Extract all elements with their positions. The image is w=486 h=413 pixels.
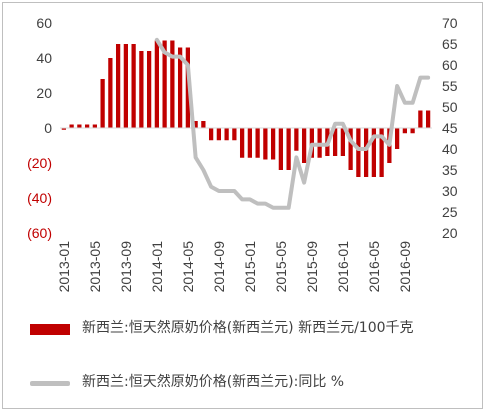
bar-2013-07 <box>108 58 113 128</box>
bar-2014-09 <box>216 128 221 141</box>
x-tick-label: 2013-09 <box>118 241 134 293</box>
bar-2016-05 <box>371 128 376 177</box>
bar-2014-11 <box>232 128 237 141</box>
bar-2015-05 <box>278 128 283 170</box>
left-tick-label: 20 <box>36 85 52 101</box>
legend-label-price: 新西兰:恒天然原奶价格(新西兰元) 新西兰元/100千克 <box>82 320 414 336</box>
right-tick-label: 40 <box>442 141 458 157</box>
yoy-line <box>154 37 431 210</box>
x-tick-label: 2014-09 <box>211 241 227 293</box>
bar-2015-07 <box>294 128 299 151</box>
bar-2015-04 <box>270 128 276 160</box>
bar-2015-03 <box>263 128 268 160</box>
bar-2013-02 <box>69 124 74 128</box>
bar-2016-03 <box>356 128 361 177</box>
x-tick-label: 2015-09 <box>304 241 320 293</box>
x-axis-ticks: 2013-01 2013-05 2013-09 2014-01 2014-05 2014-… <box>56 241 413 293</box>
left-tick-label: (40) <box>27 190 52 206</box>
left-tick-label: (20) <box>27 155 52 171</box>
right-tick-label: 45 <box>442 120 458 136</box>
x-tick-label: 2014-01 <box>149 241 165 293</box>
bar-2015-02 <box>255 128 260 158</box>
bar-2015-12 <box>332 128 338 156</box>
yoy-series-line <box>154 37 431 210</box>
bar-2014-12 <box>239 128 245 158</box>
left-axis-ticks: 60 40 20 0 (20) (40) (60) <box>27 15 52 241</box>
x-tick-label: 2013-01 <box>56 241 72 293</box>
right-tick-label: 55 <box>442 78 458 94</box>
price-bars <box>61 40 431 177</box>
bar-2016-04 <box>363 128 369 177</box>
bar-2016-08 <box>394 128 400 149</box>
bar-2013-08 <box>115 44 121 128</box>
bar-2013-06 <box>100 79 105 128</box>
bar-2013-03 <box>77 124 82 128</box>
bar-2015-01 <box>247 128 252 158</box>
legend-label-yoy: 新西兰:恒天然原奶价格(新西兰元):同比 % <box>82 374 345 390</box>
bar-2016-12 <box>425 110 431 128</box>
x-tick-label: 2016-09 <box>397 241 413 293</box>
right-tick-label: 65 <box>442 36 458 52</box>
bar-2013-05 <box>92 124 97 128</box>
bar-2016-01 <box>340 128 345 156</box>
legend-swatch-line <box>30 381 70 386</box>
right-tick-label: 60 <box>442 57 458 73</box>
bar-2014-02 <box>162 40 167 128</box>
right-tick-label: 35 <box>442 162 458 178</box>
bar-2014-04 <box>177 47 183 128</box>
x-tick-label: 2013-05 <box>87 241 103 293</box>
x-tick-label: 2016-01 <box>335 241 351 293</box>
bar-2013-11 <box>139 51 144 128</box>
bar-2016-09 <box>402 128 407 134</box>
bar-2013-09 <box>123 44 128 128</box>
bar-2013-04 <box>84 124 90 128</box>
bar-2015-06 <box>286 128 291 170</box>
bar-2013-12 <box>146 51 152 128</box>
x-tick-label: 2015-01 <box>242 241 258 293</box>
bar-2014-03 <box>170 40 175 128</box>
bar-2015-08 <box>301 128 307 163</box>
bar-2014-06 <box>193 121 198 128</box>
bar-2016-02 <box>348 128 353 170</box>
right-axis-ticks: 70 65 60 55 50 45 40 35 30 25 20 <box>442 15 458 241</box>
bar-2014-08 <box>208 128 214 141</box>
x-tick-label: 2016-05 <box>366 241 382 293</box>
legend-swatch-bar <box>30 324 70 335</box>
chart-frame <box>2 2 483 409</box>
x-tick-label: 2014-05 <box>180 241 196 293</box>
bar-2014-01 <box>154 40 159 128</box>
bar-2014-10 <box>224 128 229 141</box>
right-tick-label: 30 <box>442 183 458 199</box>
right-tick-label: 25 <box>442 204 458 220</box>
left-tick-label: (60) <box>27 225 52 241</box>
right-tick-label: 50 <box>442 99 458 115</box>
right-tick-label: 70 <box>442 15 458 31</box>
right-tick-label: 20 <box>442 225 458 241</box>
left-tick-label: 0 <box>44 120 52 136</box>
bar-2016-06 <box>379 128 384 177</box>
left-tick-label: 40 <box>36 50 52 66</box>
bar-2016-10 <box>410 128 415 134</box>
left-tick-label: 60 <box>36 15 52 31</box>
bar-2013-10 <box>131 44 136 128</box>
bar-2014-07 <box>201 121 206 128</box>
bar-2016-11 <box>418 110 423 128</box>
bar-2013-01 <box>61 128 66 130</box>
x-tick-label: 2015-05 <box>273 241 289 293</box>
